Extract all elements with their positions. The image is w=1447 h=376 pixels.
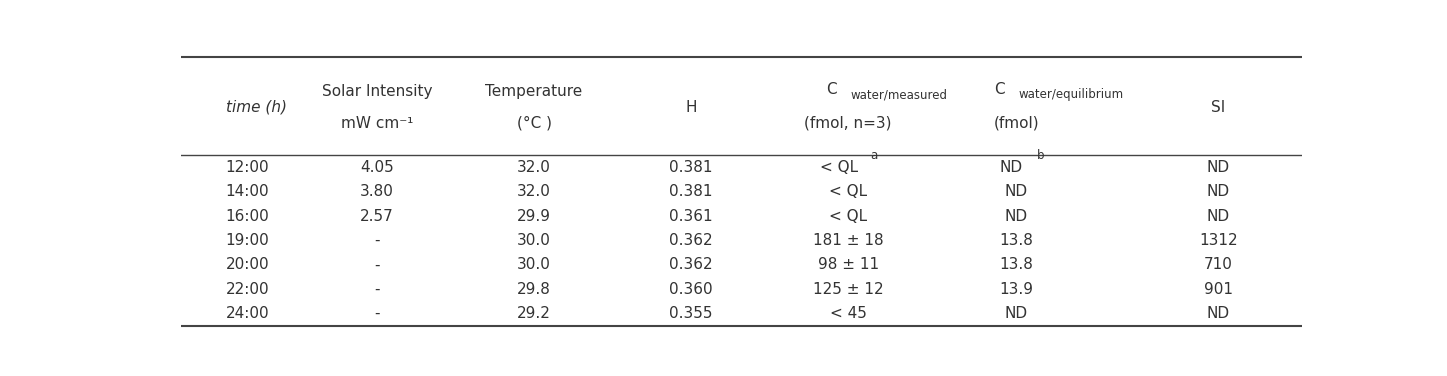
- Text: 0.381: 0.381: [670, 184, 713, 199]
- Text: 1312: 1312: [1200, 233, 1237, 248]
- Text: 16:00: 16:00: [226, 209, 269, 224]
- Text: b: b: [1036, 149, 1045, 162]
- Text: 4.05: 4.05: [360, 160, 394, 175]
- Text: water/measured: water/measured: [851, 88, 948, 102]
- Text: C: C: [826, 82, 836, 97]
- Text: 2.57: 2.57: [360, 209, 394, 224]
- Text: ND: ND: [1004, 184, 1027, 199]
- Text: 22:00: 22:00: [226, 282, 269, 297]
- Text: < 45: < 45: [829, 306, 867, 321]
- Text: 29.9: 29.9: [517, 209, 551, 224]
- Text: C: C: [994, 82, 1004, 97]
- Text: a: a: [871, 149, 878, 162]
- Text: 30.0: 30.0: [517, 233, 551, 248]
- Text: ND: ND: [1004, 306, 1027, 321]
- Text: 181 ± 18: 181 ± 18: [813, 233, 884, 248]
- Text: 710: 710: [1204, 258, 1233, 273]
- Text: 24:00: 24:00: [226, 306, 269, 321]
- Text: ND: ND: [1207, 306, 1230, 321]
- Text: SI: SI: [1211, 100, 1226, 115]
- Text: -: -: [375, 233, 381, 248]
- Text: ND: ND: [1000, 160, 1023, 175]
- Text: 98 ± 11: 98 ± 11: [818, 258, 878, 273]
- Text: 30.0: 30.0: [517, 258, 551, 273]
- Text: < QL: < QL: [829, 184, 867, 199]
- Text: ND: ND: [1207, 160, 1230, 175]
- Text: 901: 901: [1204, 282, 1233, 297]
- Text: 14:00: 14:00: [226, 184, 269, 199]
- Text: (fmol, n=3): (fmol, n=3): [805, 116, 891, 131]
- Text: < QL: < QL: [820, 160, 858, 175]
- Text: 13.8: 13.8: [1000, 233, 1033, 248]
- Text: (fmol): (fmol): [994, 116, 1039, 131]
- Text: -: -: [375, 258, 381, 273]
- Text: 0.360: 0.360: [670, 282, 713, 297]
- Text: 32.0: 32.0: [517, 160, 551, 175]
- Text: (°C ): (°C ): [517, 116, 551, 131]
- Text: mW cm⁻¹: mW cm⁻¹: [341, 116, 414, 131]
- Text: 12:00: 12:00: [226, 160, 269, 175]
- Text: 0.362: 0.362: [670, 233, 713, 248]
- Text: 3.80: 3.80: [360, 184, 394, 199]
- Text: 19:00: 19:00: [226, 233, 269, 248]
- Text: water/equilibrium: water/equilibrium: [1019, 88, 1124, 102]
- Text: 0.355: 0.355: [670, 306, 713, 321]
- Text: 13.9: 13.9: [1000, 282, 1033, 297]
- Text: < QL: < QL: [829, 209, 867, 224]
- Text: ND: ND: [1207, 209, 1230, 224]
- Text: 20:00: 20:00: [226, 258, 269, 273]
- Text: 32.0: 32.0: [517, 184, 551, 199]
- Text: -: -: [375, 282, 381, 297]
- Text: 29.2: 29.2: [517, 306, 551, 321]
- Text: Temperature: Temperature: [486, 84, 583, 99]
- Text: ND: ND: [1207, 184, 1230, 199]
- Text: Solar Intensity: Solar Intensity: [321, 84, 433, 99]
- Text: 0.362: 0.362: [670, 258, 713, 273]
- Text: 0.361: 0.361: [670, 209, 713, 224]
- Text: 29.8: 29.8: [517, 282, 551, 297]
- Text: 0.381: 0.381: [670, 160, 713, 175]
- Text: time (h): time (h): [226, 100, 287, 115]
- Text: H: H: [686, 100, 697, 115]
- Text: ND: ND: [1004, 209, 1027, 224]
- Text: 13.8: 13.8: [1000, 258, 1033, 273]
- Text: 125 ± 12: 125 ± 12: [813, 282, 884, 297]
- Text: -: -: [375, 306, 381, 321]
